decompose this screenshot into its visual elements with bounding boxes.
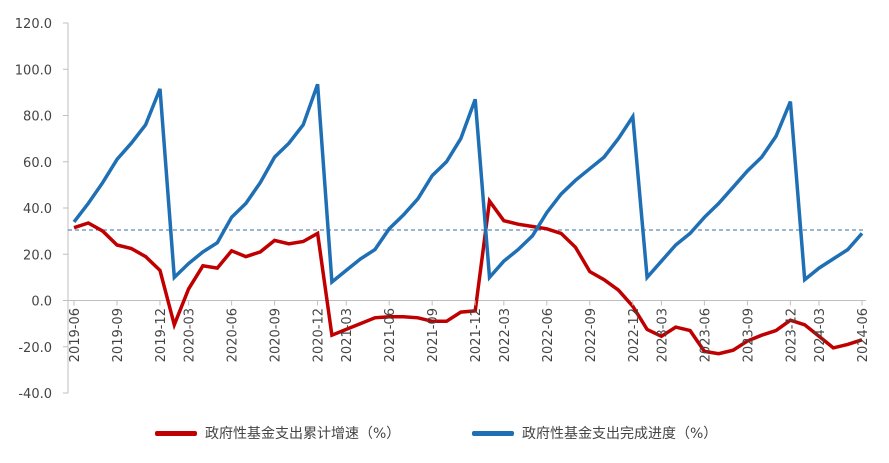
y-tick-label: 40.0: [23, 202, 52, 217]
x-tick-label: 2019-09: [111, 308, 126, 362]
x-tick-label: 2023-03: [655, 308, 670, 362]
legend-label-completion-progress: 政府性基金支出完成进度（%）: [522, 426, 718, 442]
y-tick-label: 60.0: [23, 156, 52, 171]
x-tick-label: 2023-12: [784, 308, 799, 362]
x-tick-label: 2022-03: [498, 308, 513, 362]
x-tick-label: 2021-12: [469, 308, 484, 362]
x-tick-label: 2020-06: [226, 308, 241, 362]
y-tick-label: 100.0: [15, 63, 52, 78]
x-tick-label: 2021-06: [383, 308, 398, 362]
x-tick-label: 2023-09: [741, 308, 756, 362]
y-tick-label: -20.0: [18, 341, 52, 356]
x-tick-label: 2023-06: [698, 308, 713, 362]
x-tick-label: 2020-12: [312, 308, 327, 362]
series-line-spending-growth: [73, 196, 863, 356]
x-tick-label: 2024-03: [813, 308, 828, 362]
x-tick-label: 2021-09: [426, 308, 441, 362]
x-tick-label: 2024-06: [856, 308, 871, 362]
x-tick-label: 2019-12: [154, 308, 169, 362]
series-layer: [72, 83, 864, 356]
legend-item-completion-progress: 政府性基金支出完成进度（%）: [472, 418, 717, 448]
legend: 政府性基金支出累计增速（%） 政府性基金支出完成进度（%）: [0, 418, 889, 448]
x-tick-label: 2022-06: [541, 308, 556, 362]
x-tick-label: 2021-03: [340, 308, 355, 362]
x-tick-label: 2022-09: [584, 308, 599, 362]
axes-layer: [63, 22, 866, 394]
legend-swatch-blue: [472, 430, 514, 436]
legend-swatch-red: [155, 430, 197, 436]
y-tick-label: 0.0: [31, 295, 52, 310]
x-tick-label: 2022-12: [627, 308, 642, 362]
legend-label-spending-growth: 政府性基金支出累计增速（%）: [205, 426, 401, 442]
series-line-completion-progress: [72, 83, 864, 286]
y-tick-label: 80.0: [23, 110, 52, 125]
x-tick-label: 2020-09: [269, 308, 284, 362]
y-tick-label: -40.0: [18, 387, 52, 402]
legend-item-spending-growth: 政府性基金支出累计增速（%）: [155, 418, 400, 448]
y-axis-tick-labels: -40.0 -20.0 0.0 20.0 40.0 60.0 80.0 100.0 120.0: [15, 17, 52, 402]
x-tick-label: 2019-06: [68, 308, 83, 362]
x-axis-tick-labels: 2019-06 2019-09 2019-12 2020-03 2020-06 2020-…: [68, 300, 871, 362]
y-tick-label: 20.0: [23, 248, 52, 263]
x-tick-label: 2020-03: [183, 308, 198, 362]
y-tick-label: 120.0: [15, 17, 52, 32]
